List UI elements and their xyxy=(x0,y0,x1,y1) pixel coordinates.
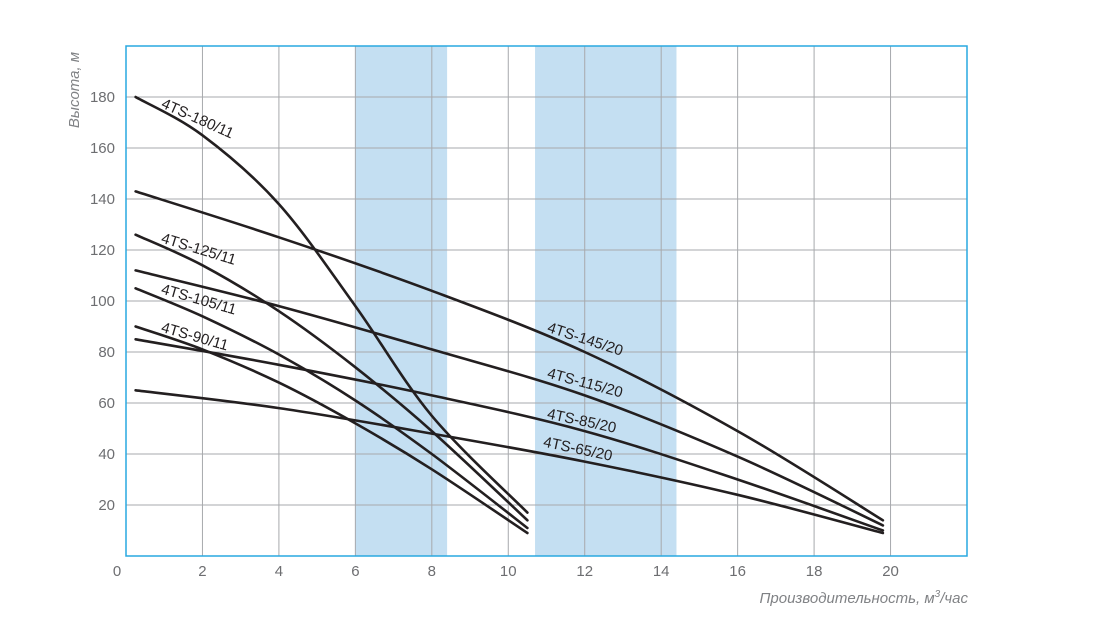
y-tick-label: 20 xyxy=(98,497,115,514)
x-axis-label: Производительность, м3/час xyxy=(760,589,969,607)
y-tick-label: 160 xyxy=(90,140,115,157)
pump-curves xyxy=(134,95,885,535)
curve-label: 4TS-180/11 xyxy=(159,95,237,142)
x-tick-label: 10 xyxy=(500,563,517,580)
series-line-4ts-85-20 xyxy=(134,338,885,532)
series-line-4ts-90-11 xyxy=(134,325,529,535)
y-tick-label: 180 xyxy=(90,89,115,106)
series-line-4ts-65-20 xyxy=(134,389,885,535)
series-line-4ts-125-11 xyxy=(134,233,529,522)
x-axis-label-main: Производительность, м xyxy=(760,590,935,607)
y-tick-label: 80 xyxy=(98,344,115,361)
series-line-4ts-105-11 xyxy=(134,287,529,530)
y-tick-label: 60 xyxy=(98,395,115,412)
x-tick-label: 18 xyxy=(806,563,823,580)
x-tick-label: 14 xyxy=(653,563,670,580)
x-tick-label: 4 xyxy=(275,563,283,580)
series-line-4ts-115-20 xyxy=(134,269,885,527)
x-tick-label: 16 xyxy=(729,563,746,580)
x-tick-label: 6 xyxy=(351,563,359,580)
y-axis-label: Высота, м xyxy=(66,52,83,128)
x-tick-label: 12 xyxy=(576,563,593,580)
x-axis-label-suffix: /час xyxy=(939,590,968,607)
x-tick-labels: 0 2 4 6 8 10 12 14 16 18 20 xyxy=(113,563,899,580)
x-axis-label-superscript: 3 xyxy=(935,589,941,600)
y-tick-label: 140 xyxy=(90,191,115,208)
x-tick-label: 20 xyxy=(882,563,899,580)
x-tick-label: 0 xyxy=(113,563,121,580)
plot-frame xyxy=(125,45,968,557)
x-tick-label: 2 xyxy=(198,563,206,580)
y-tick-labels: 20 40 60 80 100 120 140 160 180 xyxy=(90,89,115,514)
y-tick-label: 120 xyxy=(90,242,115,259)
y-tick-label: 40 xyxy=(98,446,115,463)
series-line-4ts-145-20 xyxy=(134,190,885,522)
series-line-4ts-180-11 xyxy=(134,95,529,514)
x-tick-label: 8 xyxy=(428,563,436,580)
y-tick-label: 100 xyxy=(90,293,115,310)
